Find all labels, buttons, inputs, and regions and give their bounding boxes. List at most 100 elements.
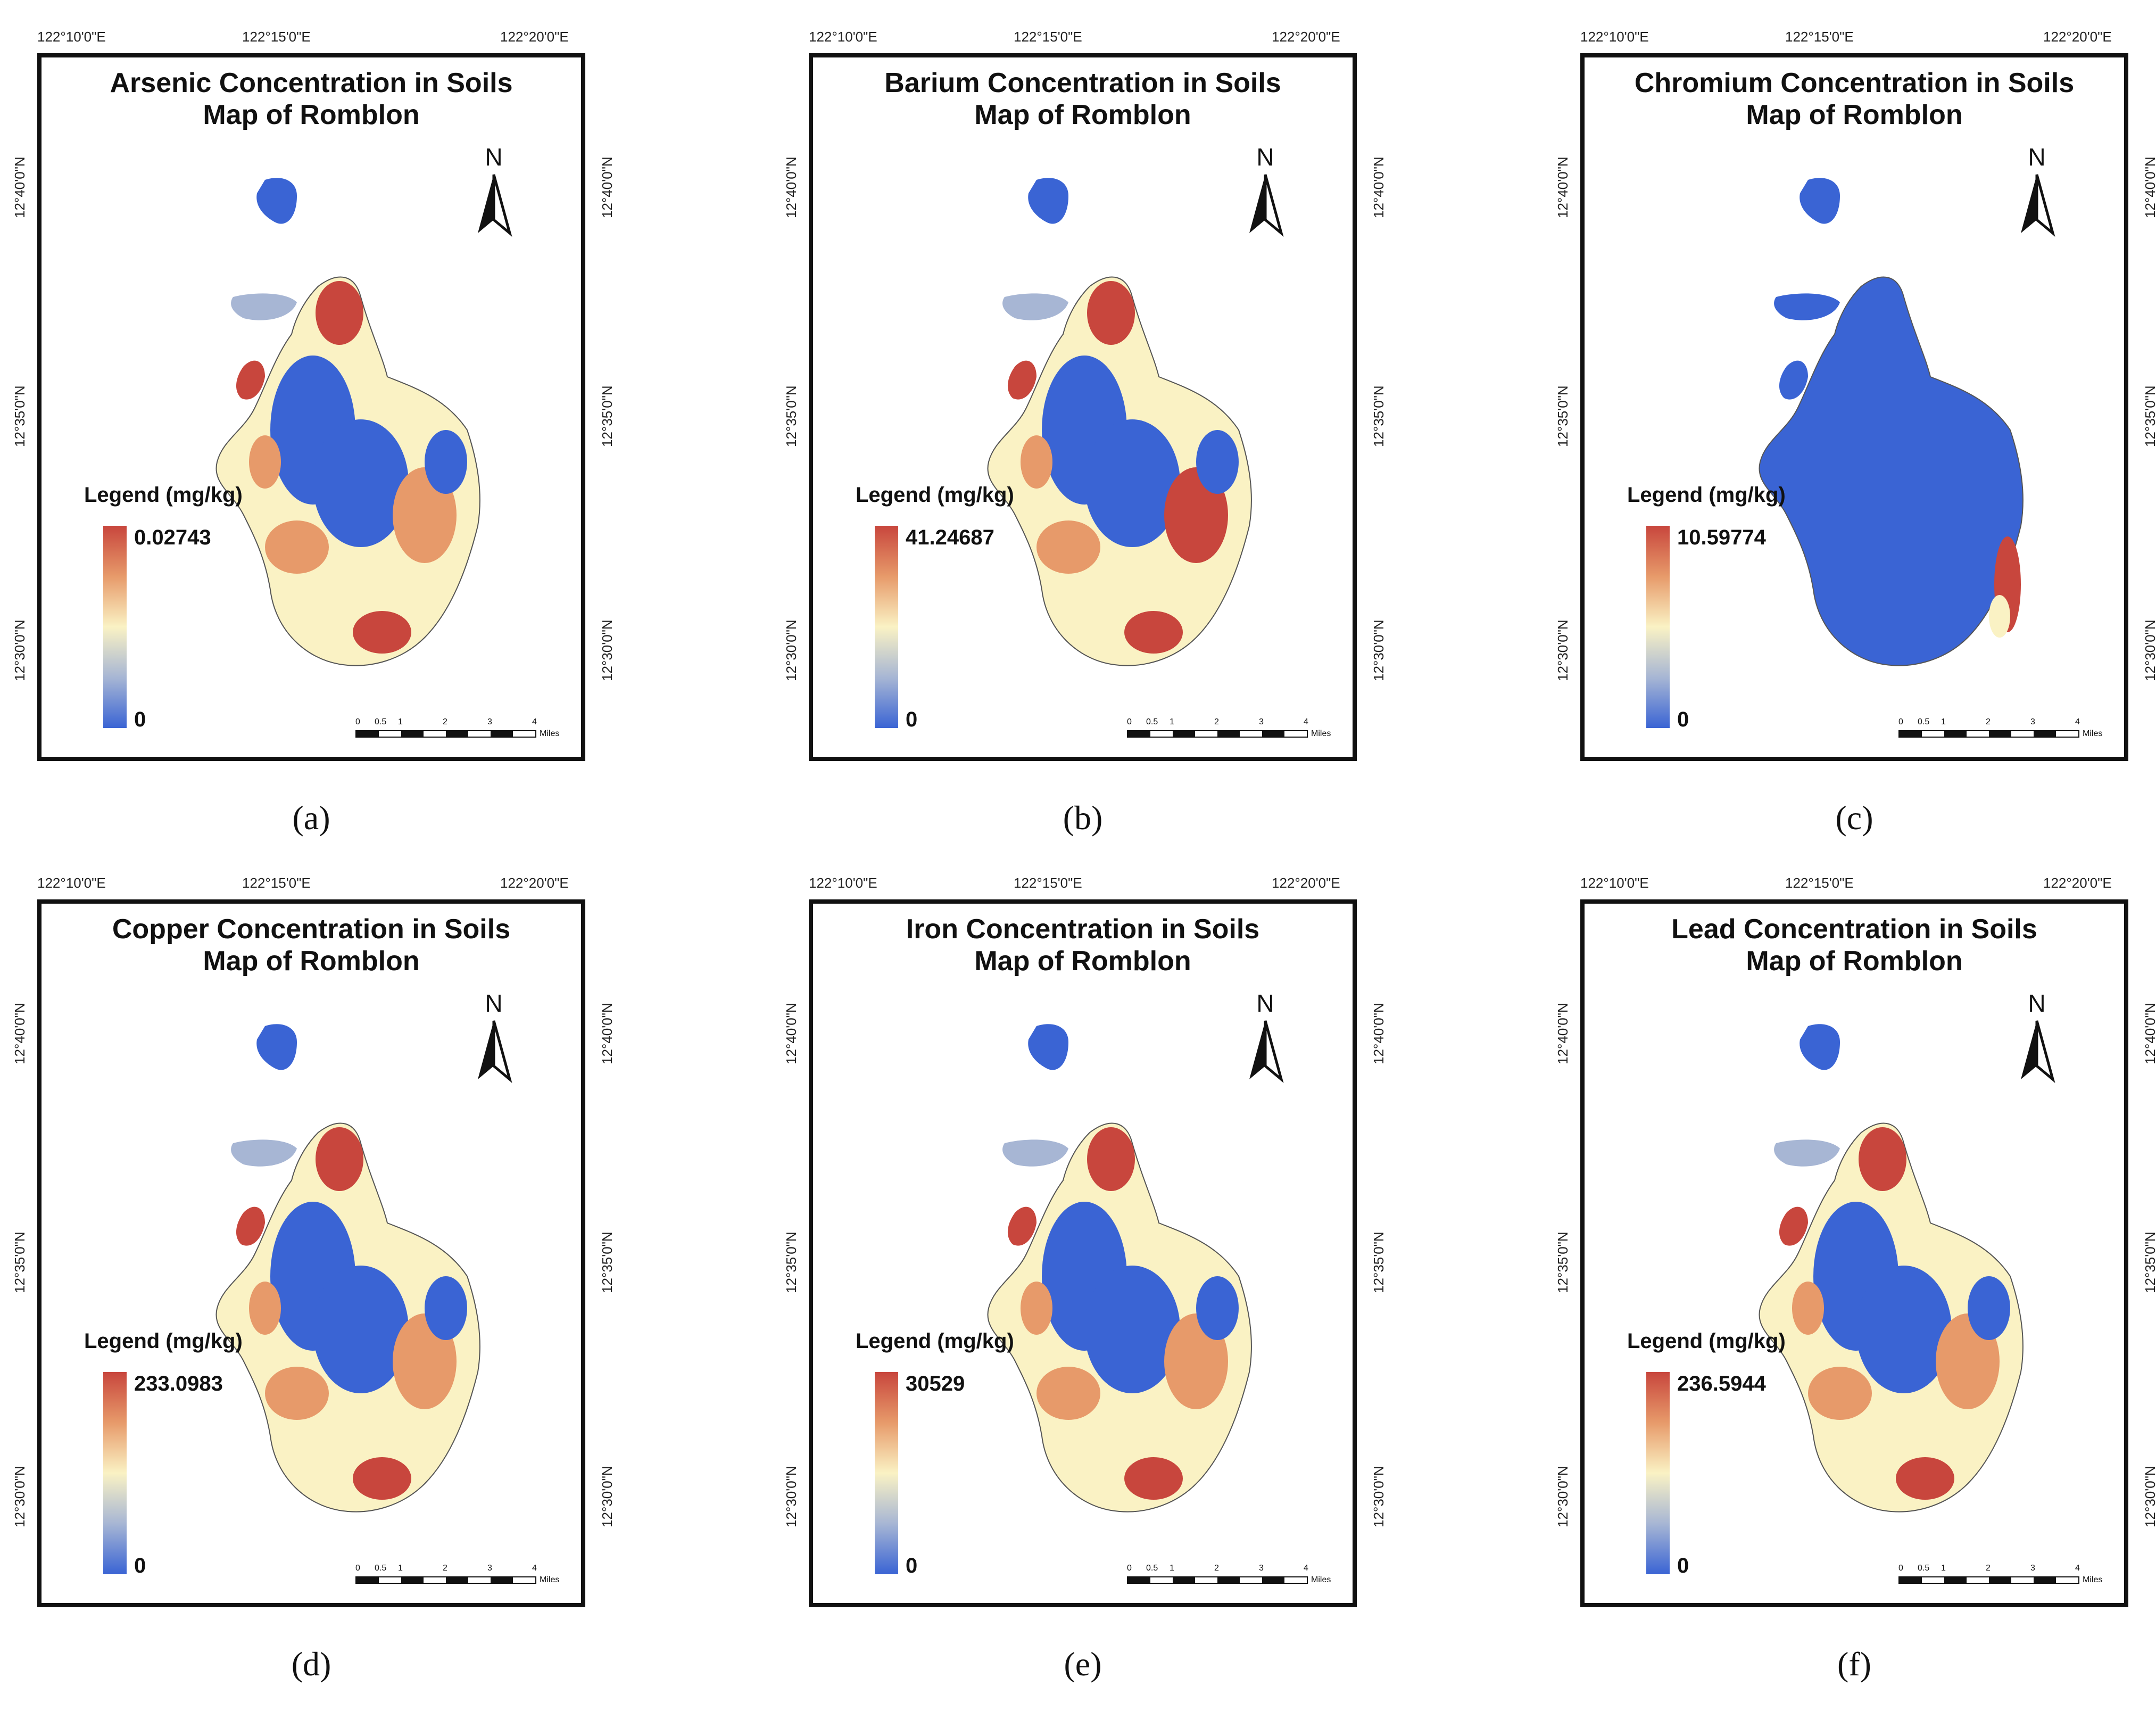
map-region xyxy=(1028,1024,1068,1070)
map-title-line1: Barium Concentration in Soils xyxy=(884,68,1281,98)
north-label: N xyxy=(1256,143,1274,171)
coord-right-lower: 12°30'0"N xyxy=(1371,1466,1387,1527)
coord-left-lower: 12°30'0"N xyxy=(783,1466,799,1527)
map-title: Lead Concentration in Soils Map of Rombl… xyxy=(1585,913,2124,977)
concentration-zone xyxy=(1021,1282,1052,1335)
legend-max-value: 41.24687 xyxy=(906,526,994,549)
north-arrow: N xyxy=(467,989,520,1095)
scale-tick: 0 xyxy=(1127,1564,1132,1573)
legend-max-value: 236.5944 xyxy=(1677,1372,1766,1395)
map-title: Copper Concentration in Soils Map of Rom… xyxy=(42,913,581,977)
concentration-zone xyxy=(1087,1127,1135,1191)
scale-tick: 2 xyxy=(1214,717,1219,726)
scale-tick: 0 xyxy=(1898,1564,1903,1573)
island-map xyxy=(215,178,480,666)
map-title: Iron Concentration in Soils Map of Rombl… xyxy=(813,913,1353,977)
coord-top-mid: 122°15'0"E xyxy=(1014,29,1082,45)
coord-top-right: 122°20'0"E xyxy=(2043,875,2112,891)
coord-right-mid: 12°35'0"N xyxy=(2142,385,2156,447)
scale-tick: 4 xyxy=(532,1564,537,1573)
legend-color-ramp xyxy=(1646,1372,1670,1574)
coord-right-mid: 12°35'0"N xyxy=(1371,385,1387,447)
scale-tick: 0 xyxy=(1898,717,1903,726)
scale-units: Miles xyxy=(1311,1575,1331,1584)
island-map xyxy=(1759,1024,2024,1513)
map-panel-5: 122°10'0"E 122°15'0"E 122°20'0"E 12°40'0… xyxy=(772,867,1463,1719)
map-title-line2: Map of Romblon xyxy=(203,100,420,130)
concentration-zone xyxy=(249,435,281,489)
legend-title: Legend (mg/kg) xyxy=(1627,1329,1786,1353)
island-map xyxy=(987,1024,1252,1513)
north-arrow: N xyxy=(2010,143,2063,249)
scale-units: Miles xyxy=(2083,729,2103,738)
map-title-line1: Copper Concentration in Soils xyxy=(112,914,511,945)
scale-bar-graphic xyxy=(1127,1576,1308,1584)
scale-tick: 1 xyxy=(398,717,403,726)
concentration-zone xyxy=(313,419,409,547)
scale-tick: 0 xyxy=(355,717,360,726)
legend-min-value: 0 xyxy=(1677,1554,1689,1577)
concentration-zone xyxy=(425,430,467,494)
map-region xyxy=(1800,178,1840,224)
scale-bar-graphic xyxy=(355,730,536,738)
concentration-zone xyxy=(1124,1457,1183,1500)
scale-ticks: 0 0.5 1 2 3 4 xyxy=(1127,1564,1329,1574)
map-title-line2: Map of Romblon xyxy=(203,946,420,977)
map-region xyxy=(236,1206,265,1246)
scale-units: Miles xyxy=(2083,1575,2103,1584)
legend-min-value: 0 xyxy=(906,708,918,731)
concentration-zone xyxy=(353,1457,411,1500)
panel-caption: (f) xyxy=(1837,1645,1871,1683)
concentration-zone xyxy=(1087,281,1135,345)
north-arrow-icon xyxy=(478,174,512,237)
coord-right-mid: 12°35'0"N xyxy=(599,385,615,447)
scale-bar: 0 0.5 1 2 3 4 Miles xyxy=(355,1564,559,1596)
coord-left-upper: 12°40'0"N xyxy=(12,1003,28,1064)
coord-right-mid: 12°35'0"N xyxy=(599,1232,615,1293)
map-region xyxy=(236,360,265,400)
coord-left-upper: 12°40'0"N xyxy=(783,156,799,218)
coord-left-upper: 12°40'0"N xyxy=(1555,1003,1571,1064)
coord-top-left: 122°10'0"E xyxy=(37,875,106,891)
concentration-zone xyxy=(1021,435,1052,489)
scale-bar: 0 0.5 1 2 3 4 Miles xyxy=(355,717,559,749)
coord-top-mid: 122°15'0"E xyxy=(1785,875,1854,891)
map-region xyxy=(1774,293,1840,320)
scale-bar: 0 0.5 1 2 3 4 Miles xyxy=(1127,717,1331,749)
concentration-zone xyxy=(316,1127,363,1191)
map-region xyxy=(256,178,297,224)
scale-tick: 1 xyxy=(1170,1564,1174,1573)
coord-right-lower: 12°30'0"N xyxy=(2142,1466,2156,1527)
map-region xyxy=(1774,1139,1840,1167)
concentration-zone xyxy=(1859,1127,1906,1191)
north-arrow-icon xyxy=(2021,1020,2055,1084)
scale-tick: 3 xyxy=(487,1564,492,1573)
legend-title: Legend (mg/kg) xyxy=(84,483,243,507)
scale-tick: 0.5 xyxy=(1146,717,1158,726)
coord-right-lower: 12°30'0"N xyxy=(1371,619,1387,681)
legend-min-value: 0 xyxy=(134,708,146,731)
coord-left-upper: 12°40'0"N xyxy=(1555,156,1571,218)
scale-units: Miles xyxy=(1311,729,1331,738)
scale-tick: 0.5 xyxy=(375,1564,387,1573)
map-title-line1: Iron Concentration in Soils xyxy=(906,914,1260,945)
legend-min-value: 0 xyxy=(1677,708,1689,731)
legend-title: Legend (mg/kg) xyxy=(1627,483,1786,507)
panel-caption: (b) xyxy=(1063,799,1103,837)
coord-left-mid: 12°35'0"N xyxy=(12,385,28,447)
scale-tick: 4 xyxy=(532,717,537,726)
map-title: Barium Concentration in Soils Map of Rom… xyxy=(813,67,1353,131)
map-panel-4: 122°10'0"E 122°15'0"E 122°20'0"E 12°40'0… xyxy=(0,867,692,1719)
map-region xyxy=(1002,1139,1068,1167)
concentration-zone xyxy=(1856,1266,1952,1393)
coord-left-lower: 12°30'0"N xyxy=(1555,619,1571,681)
map-title-line1: Arsenic Concentration in Soils xyxy=(110,68,513,98)
coord-top-mid: 122°15'0"E xyxy=(1014,875,1082,891)
concentration-zone xyxy=(1792,1282,1824,1335)
map-region xyxy=(1779,1206,1808,1246)
coord-left-mid: 12°35'0"N xyxy=(783,1232,799,1293)
concentration-zone xyxy=(1036,520,1100,574)
concentration-zone xyxy=(1084,419,1180,547)
north-arrow-icon xyxy=(2021,174,2055,237)
scale-bar-graphic xyxy=(1127,730,1308,738)
